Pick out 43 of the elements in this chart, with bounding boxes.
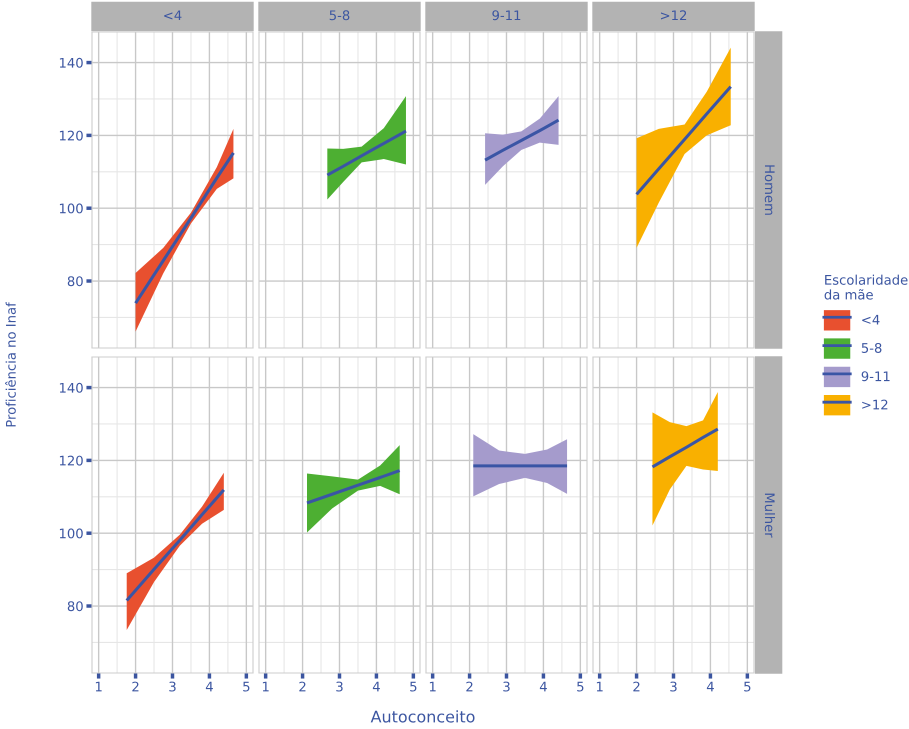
x-tick-label: 2 bbox=[299, 682, 306, 692]
y-tick-label: 80 bbox=[68, 601, 83, 612]
legend-label: 9-11 bbox=[862, 371, 890, 382]
x-tick-label: 5 bbox=[577, 682, 584, 692]
chart-title: >12 bbox=[660, 10, 686, 20]
x-tick-label: 4 bbox=[372, 682, 380, 692]
x-tick-label: 2 bbox=[633, 682, 640, 692]
y-tick-label: 80 bbox=[68, 276, 83, 286]
x-tick-label: 3 bbox=[169, 682, 176, 692]
y-axis-title: Proficiência no Inaf bbox=[5, 302, 16, 426]
legend-label: 5-8 bbox=[862, 342, 882, 353]
chart-title: 5-8 bbox=[330, 10, 350, 20]
x-tick-label: 1 bbox=[96, 682, 102, 692]
y-tick-label: 140 bbox=[60, 58, 83, 68]
y-tick-label: 100 bbox=[60, 203, 83, 214]
x-tick-label: 5 bbox=[243, 682, 250, 692]
y-tick-label: 140 bbox=[60, 382, 83, 393]
x-axis-title: Autoconceito bbox=[370, 710, 475, 723]
x-tick-label: 3 bbox=[336, 682, 343, 692]
line-series bbox=[134, 151, 235, 305]
line-series bbox=[125, 488, 226, 602]
chart-title: <4 bbox=[164, 10, 182, 20]
x-tick-label: 4 bbox=[706, 682, 714, 692]
legend-title: Escolaridade da mãe bbox=[824, 274, 908, 300]
y2-axis-title: Homem bbox=[764, 165, 775, 215]
x-tick-label: 4 bbox=[206, 682, 213, 692]
y-tick-label: 120 bbox=[60, 130, 83, 141]
y-tick-label: 100 bbox=[60, 528, 83, 538]
x-tick-label: 2 bbox=[132, 682, 138, 692]
x-tick-label: 3 bbox=[670, 682, 677, 692]
x-tick-label: 1 bbox=[596, 682, 603, 692]
x-tick-label: 5 bbox=[744, 682, 750, 692]
x-tick-label: 1 bbox=[262, 682, 269, 692]
y2-axis-title: Mulher bbox=[764, 494, 775, 538]
x-tick-label: 4 bbox=[540, 682, 547, 692]
x-tick-label: 3 bbox=[503, 682, 510, 692]
chart-title: 9-11 bbox=[492, 10, 520, 20]
x-tick-label: 2 bbox=[466, 682, 472, 692]
legend-label: <4 bbox=[862, 314, 880, 324]
x-tick-label: 1 bbox=[430, 682, 436, 692]
legend-label: >12 bbox=[862, 400, 888, 410]
x-tick-label: 5 bbox=[410, 682, 416, 692]
y-tick-label: 120 bbox=[60, 456, 83, 466]
